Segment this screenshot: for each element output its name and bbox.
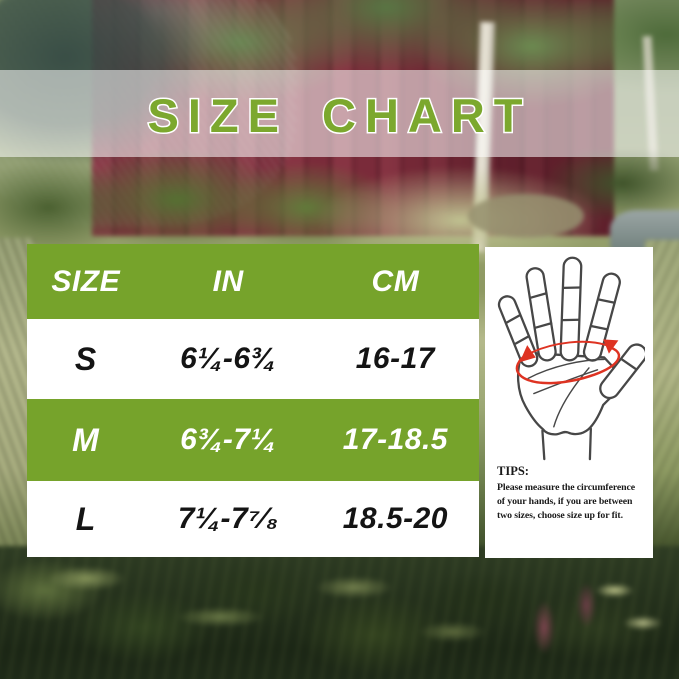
cm-range-s: 16-17 [355, 342, 435, 375]
wrist-line-right [588, 427, 592, 461]
table-row-s: S 6¼-6¾ 16-17 [27, 319, 479, 399]
tips-block: TIPS: Please measure the circumference o… [485, 461, 653, 524]
size-table: SIZE IN CM S 6¼-6¾ 16-17 M 6¾-7¼ 17-18.5… [27, 244, 479, 557]
inches-range-l: 7¼-7⁷⁄₈ [177, 502, 279, 535]
size-label-m: M [72, 421, 100, 458]
tips-body: Please measure the circumference of your… [497, 482, 635, 522]
tips-heading: TIPS: [497, 464, 529, 478]
size-label-s: S [74, 340, 97, 377]
measurement-tips-panel: TIPS: Please measure the circumference o… [485, 247, 653, 558]
thumb [599, 343, 645, 400]
column-header-size: SIZE [51, 264, 121, 298]
title-band: SIZE CHART [0, 70, 679, 157]
size-chart-title: SIZE CHART [148, 89, 532, 142]
middle-finger [559, 256, 583, 362]
cm-range-m: 17-18.5 [342, 423, 448, 456]
inches-range-m: 6¾-7¼ [180, 423, 277, 456]
table-header-row: SIZE IN CM [27, 244, 479, 319]
column-header-in: IN [212, 264, 244, 298]
inches-range-s: 6¼-6¾ [180, 342, 277, 375]
column-header-cm: CM [371, 264, 420, 298]
hosta-foliage-highlights [0, 546, 679, 679]
garden-debris [468, 194, 584, 238]
hand-circumference-measure-icon [497, 256, 645, 461]
size-label-l: L [75, 500, 96, 537]
wrist-line-left [541, 429, 546, 461]
circumference-arrow-icon [515, 339, 621, 385]
cm-range-l: 18.5-20 [342, 502, 448, 535]
page-title: SIZE CHART [146, 88, 532, 144]
table-row-m: M 6¾-7¼ 17-18.5 [27, 399, 479, 481]
ring-finger [525, 267, 557, 362]
table-row-l: L 7¼-7⁷⁄₈ 18.5-20 [27, 481, 479, 557]
